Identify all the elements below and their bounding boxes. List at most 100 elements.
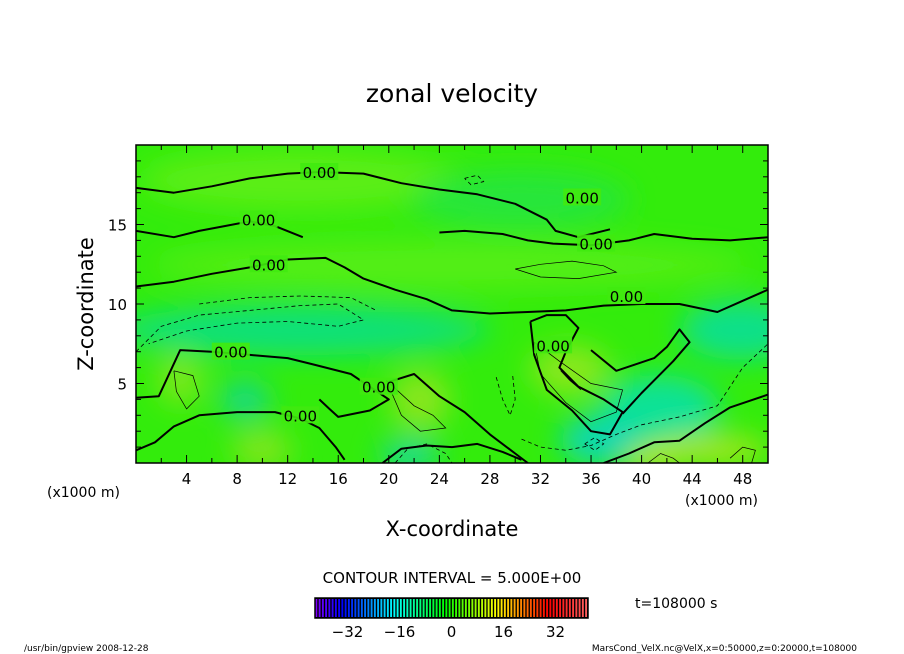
colorbar-tick-label: 32: [546, 623, 565, 641]
colorbar-stripe: [448, 599, 451, 617]
colorbar-stripe: [542, 599, 545, 617]
colorbar-stripe: [568, 599, 571, 617]
negative-contour: [464, 174, 485, 186]
colorbar-stripe: [497, 599, 500, 617]
colorbar-stripe: [513, 599, 516, 617]
colorbar-stripe: [321, 599, 324, 617]
zero-contour: [136, 411, 346, 461]
chart-title: zonal velocity: [366, 79, 538, 108]
colorbar-stripe: [325, 599, 328, 617]
colorbar-stripe: [432, 599, 435, 617]
contour-label: 0.00: [610, 288, 643, 306]
positive-contour: [533, 341, 624, 423]
colorbar-stripe: [360, 599, 363, 617]
contour-interval-text: CONTOUR INTERVAL = 5.000E+00: [323, 569, 582, 587]
colorbar-stripe: [562, 599, 565, 617]
x-unit-label-left: (x1000 m): [47, 485, 120, 501]
colorbar-stripe: [435, 599, 438, 617]
contour-label-bg: [249, 255, 288, 273]
colorbar-tick-label: 0: [447, 623, 457, 641]
x-tick-label: 48: [733, 470, 752, 488]
colorbar-stripe: [354, 599, 357, 617]
colorbar-stripe: [442, 599, 445, 617]
colorbar-stripe: [585, 599, 588, 617]
colorbar-stripe: [331, 599, 334, 617]
colorbar-stripe: [318, 599, 321, 617]
positive-contour: [647, 453, 680, 463]
negative-contour: [521, 343, 768, 451]
colorbar-stripe: [468, 599, 471, 617]
colorbar-stripe: [464, 599, 467, 617]
contour-label: 0.00: [242, 212, 275, 230]
colorbar-stripe: [403, 599, 406, 617]
colorbar-stripe: [367, 599, 370, 617]
colorbar-stripe: [455, 599, 458, 617]
positive-contour: [729, 446, 756, 463]
positive-contour: [173, 370, 200, 410]
colorbar-stripe: [549, 599, 552, 617]
zero-contour: [388, 373, 529, 463]
colorbar-stripe: [578, 599, 581, 617]
colorbar-stripe: [383, 599, 386, 617]
x-tick-label: 32: [531, 470, 550, 488]
colorbar-tick-labels: −32 −16 0 16 32: [332, 623, 565, 641]
x-tick-label: 28: [480, 470, 499, 488]
colorbar-stripe: [484, 599, 487, 617]
colorbar-stripe: [409, 599, 412, 617]
x-unit-label-right: (x1000 m): [685, 493, 758, 509]
contour-label: 0.00: [536, 337, 569, 355]
zero-contour: [529, 314, 624, 436]
colorbar-stripe: [438, 599, 441, 617]
colorbar-stripe: [380, 599, 383, 617]
colorbar: [315, 598, 588, 618]
colorbar-stripe: [529, 599, 532, 617]
colorbar-stripe: [539, 599, 542, 617]
contour-label: 0.00: [565, 189, 598, 207]
colorbar-stripe: [416, 599, 419, 617]
footer-left: /usr/bin/gpview 2008-12-28: [24, 644, 149, 654]
x-tick-label: 16: [329, 470, 348, 488]
colorbar-stripe: [572, 599, 575, 617]
colorbar-stripe: [471, 599, 474, 617]
zero-contour: [590, 328, 691, 415]
colorbar-stripe: [523, 599, 526, 617]
colorbar-tick-label: −32: [332, 623, 364, 641]
axis-ticks: [136, 145, 768, 463]
contour-label-bg: [534, 336, 573, 354]
colorbar-stripe: [458, 599, 461, 617]
y-tick-label: 10: [108, 296, 127, 314]
negative-contour: [394, 443, 453, 463]
contour-lines: 0.00 0.00 0.00 0.00 0.00 0.00 0.00 0.00 0.00 0.00: [136, 163, 768, 463]
field-shading: [136, 150, 768, 463]
colorbar-stripe: [451, 599, 454, 617]
x-tick-label: 8: [232, 470, 242, 488]
colorbar-stripe: [429, 599, 432, 617]
colorbar-stripe: [546, 599, 549, 617]
colorbar-stripe: [386, 599, 389, 617]
colorbar-stripe: [338, 599, 341, 617]
colorbar-stripe: [575, 599, 578, 617]
colorbar-stripe: [399, 599, 402, 617]
colorbar-stripe: [461, 599, 464, 617]
zero-contour: [136, 171, 611, 239]
colorbar-stripe: [559, 599, 562, 617]
contour-label-bg: [359, 377, 398, 395]
colorbar-stripe: [412, 599, 415, 617]
time-label: t=108000 s: [635, 596, 717, 612]
contour-label: 0.00: [579, 236, 612, 254]
colorbar-stripe: [555, 599, 558, 617]
zero-contour: [603, 393, 768, 463]
colorbar-tick-label: 16: [494, 623, 513, 641]
colorbar-stripe: [406, 599, 409, 617]
y-axis-label: Z-coordinate: [74, 237, 98, 371]
colorbar-stripe: [370, 599, 373, 617]
x-tick-label: 24: [430, 470, 449, 488]
x-tick-label: 20: [379, 470, 398, 488]
y-tick-label: 15: [108, 217, 127, 235]
contour-label: 0.00: [284, 407, 317, 425]
contour-label: 0.00: [303, 164, 336, 182]
colorbar-stripe: [510, 599, 513, 617]
colorbar-stripe: [503, 599, 506, 617]
